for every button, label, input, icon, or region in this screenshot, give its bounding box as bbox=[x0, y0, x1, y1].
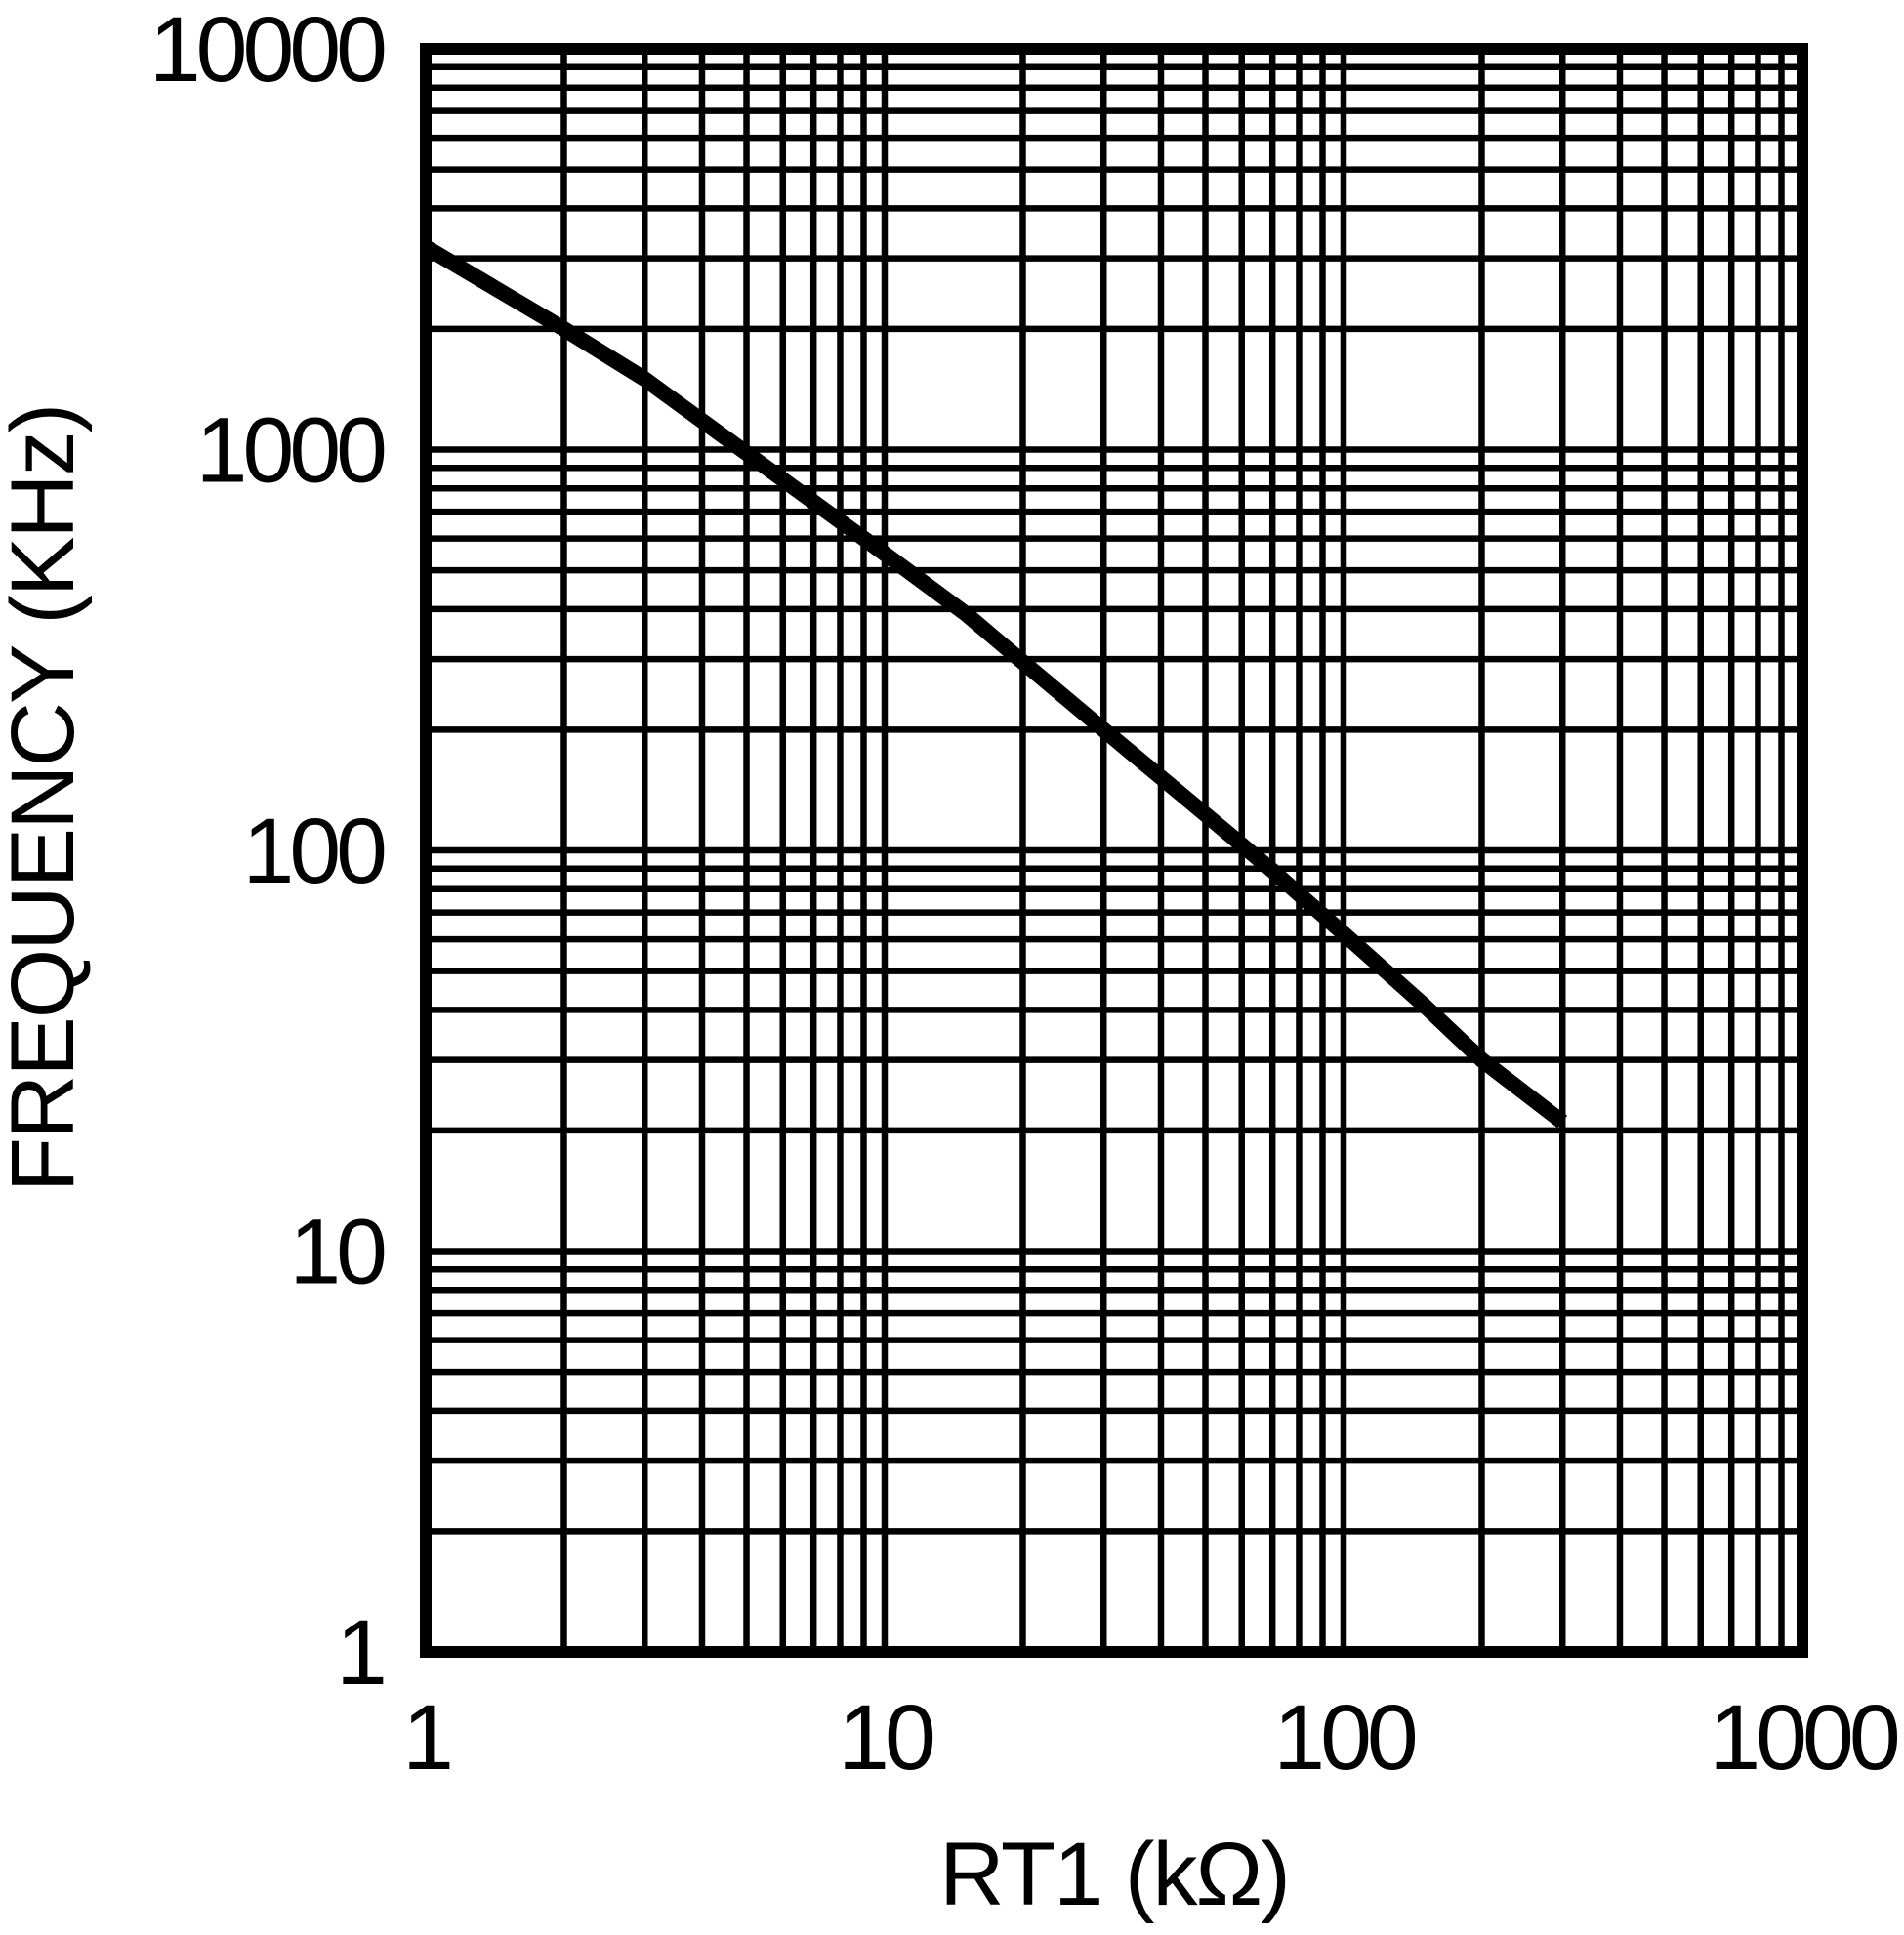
x-tick-label: 1 bbox=[402, 1686, 450, 1790]
plot-border bbox=[420, 43, 1808, 1658]
x-tick-label: 10 bbox=[838, 1686, 933, 1790]
x-axis-title: RT1 (kΩ) bbox=[939, 1825, 1291, 1924]
grid bbox=[422, 45, 1806, 1656]
y-axis-title: FREQUENCY (KHz) bbox=[0, 404, 93, 1193]
x-tick-label: 1000 bbox=[1709, 1686, 1898, 1790]
x-tick-labels: 1 10 100 1000 bbox=[402, 1686, 1903, 1790]
y-tick-label: 1000 bbox=[196, 399, 386, 503]
y-tick-label: 10 bbox=[289, 1201, 385, 1304]
y-tick-labels: 1 10 100 1000 10000 bbox=[149, 0, 390, 1705]
y-tick-label: 1 bbox=[336, 1601, 384, 1705]
x-tick-label: 100 bbox=[1273, 1686, 1416, 1790]
y-tick-label: 100 bbox=[242, 800, 385, 903]
frequency-curve bbox=[421, 240, 1568, 1129]
y-tick-label: 10000 bbox=[149, 0, 385, 102]
